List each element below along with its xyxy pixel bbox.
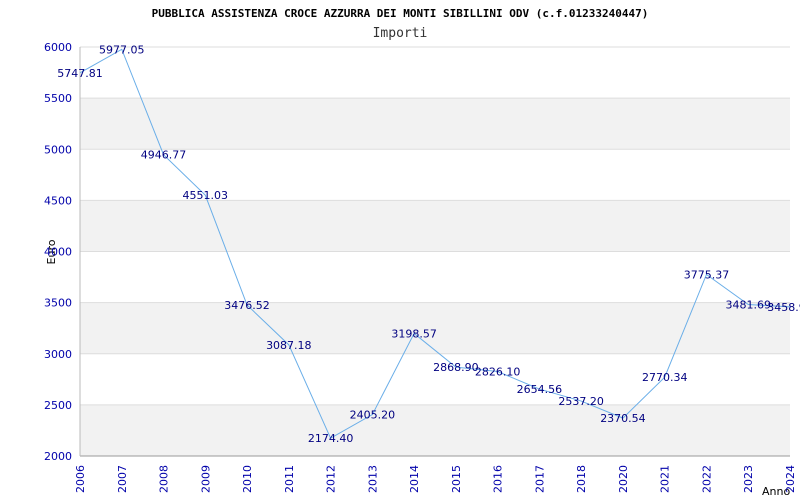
x-tick-label: 2013 [366, 465, 379, 493]
y-tick-label: 5000 [44, 143, 72, 156]
data-label: 3775.37 [684, 268, 730, 281]
x-tick-label: 2021 [659, 465, 672, 493]
data-labels: 5747.81 5977.05 4946.77 4551.03 3476.52 3087.… [57, 43, 800, 445]
data-label: 2654.56 [517, 383, 563, 396]
x-tick-label: 2024 [784, 465, 797, 493]
data-label: 5747.81 [57, 67, 103, 80]
y-tick-label: 3000 [44, 348, 72, 361]
x-tick-label: 2006 [74, 465, 87, 493]
background-bands [80, 98, 790, 456]
y-tick-label: 4000 [44, 246, 72, 259]
y-tick-label: 2000 [44, 450, 72, 463]
x-tick-label: 2015 [450, 465, 463, 493]
y-tick-label: 4500 [44, 194, 72, 207]
data-label: 2868.90 [433, 361, 479, 374]
y-tick-labels: 2000 2500 3000 3500 4000 4500 5000 5500 6000 [44, 41, 72, 463]
grid-band [80, 302, 790, 354]
data-label: 2174.40 [308, 432, 354, 445]
data-label: 3476.52 [224, 299, 270, 312]
data-label: 2826.10 [475, 366, 521, 379]
grid-band [80, 98, 790, 150]
y-tick-label: 6000 [44, 41, 72, 54]
x-tick-label: 2022 [700, 465, 713, 493]
y-tick-label: 5500 [44, 92, 72, 105]
y-axis-label: Euro [45, 239, 58, 264]
chart-title: PUBBLICA ASSISTENZA CROCE AZZURRA DEI MO… [152, 7, 649, 20]
y-tick-label: 2500 [44, 399, 72, 412]
x-tick-label: 2017 [533, 465, 546, 493]
x-tick-label: 2008 [158, 465, 171, 493]
data-label: 4946.77 [141, 149, 187, 162]
x-tick-label: 2007 [116, 465, 129, 493]
series-line [79, 48, 791, 439]
x-axis-label: Anno [762, 485, 790, 498]
x-tick-label: 2010 [241, 465, 254, 493]
data-label: 5977.05 [99, 43, 145, 56]
series-line-group [79, 48, 791, 439]
data-label: 2770.34 [642, 371, 688, 384]
x-tick-label: 2018 [575, 465, 588, 493]
data-label: 4551.03 [183, 189, 229, 202]
x-tick-label: 2011 [283, 465, 296, 493]
data-label: 2405.20 [350, 409, 396, 422]
y-tick-label: 3500 [44, 297, 72, 310]
data-label: 3198.57 [391, 327, 437, 340]
data-label: 2370.54 [600, 412, 646, 425]
x-tick-label: 2016 [492, 465, 505, 493]
x-tick-labels: 2006 2007 2008 2009 2010 2011 2012 2013 2014 2015… [74, 465, 797, 493]
data-label: 3481.69 [725, 298, 771, 311]
grid-band [80, 200, 790, 252]
grid-band [80, 404, 790, 456]
x-tick-label: 2014 [408, 465, 421, 493]
data-label: 3458.95 [767, 301, 800, 314]
data-label: 3087.18 [266, 339, 312, 352]
data-label: 2537.20 [558, 395, 604, 408]
x-tick-label: 2012 [325, 465, 338, 493]
x-tick-label: 2020 [617, 465, 630, 493]
x-tick-label: 2009 [199, 465, 212, 493]
chart-subtitle: Importi [373, 26, 428, 41]
x-tick-label: 2023 [742, 465, 755, 493]
